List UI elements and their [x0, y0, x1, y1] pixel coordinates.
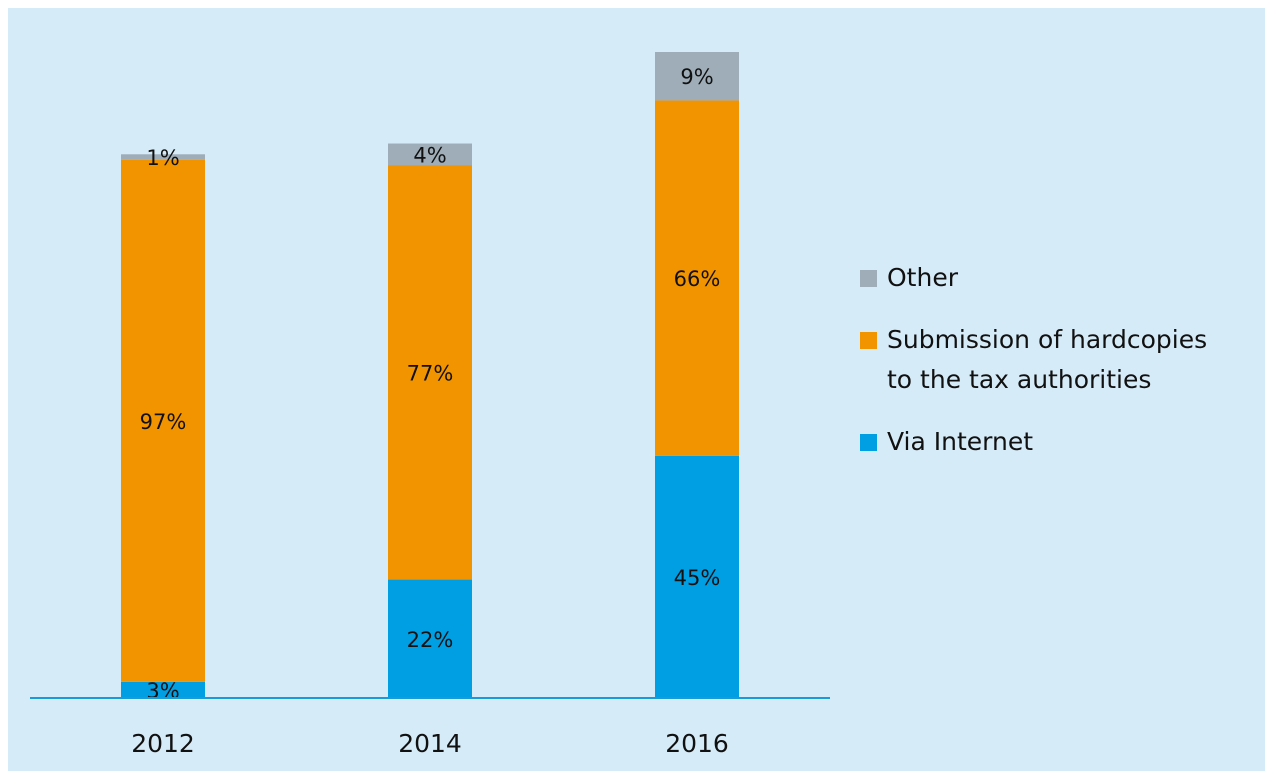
legend: Other Submission of hardcopies to the tax… [860, 258, 1240, 484]
x-tick-label: 2016 [665, 729, 729, 758]
bar-segment [655, 455, 739, 698]
data-label: 45% [674, 566, 721, 590]
x-tick-label: 2014 [398, 729, 462, 758]
bar-segment [388, 579, 472, 698]
bar-segment [388, 143, 472, 166]
bar-segment [121, 159, 205, 682]
data-label: 9% [680, 65, 713, 89]
data-label: 66% [674, 267, 721, 291]
chart: 3% 97% 1% 2012 22% 77% 4% 2014 45% 66% 9% 2016 [30, 52, 830, 758]
legend-swatch [860, 434, 877, 451]
x-tick-label: 2012 [131, 729, 195, 758]
legend-label: Submission of hardcopies to the tax auth… [887, 325, 1208, 394]
legend-swatch [860, 270, 877, 287]
legend-swatch [860, 332, 877, 349]
legend-label: Via Internet [887, 427, 1034, 456]
data-label: 97% [140, 410, 187, 434]
bar-segment [655, 52, 739, 101]
bar-segment [121, 681, 205, 698]
legend-item: Other [860, 258, 1240, 298]
data-label: 3% [146, 679, 179, 703]
data-label: 1% [146, 146, 179, 170]
chart-area: 3% 97% 1% 2012 22% 77% 4% 2014 45% 66% 9% 2016 Othe… [8, 8, 1265, 771]
bar-segment [121, 154, 205, 160]
bar-segment [655, 100, 739, 456]
legend-item: Via Internet [860, 422, 1240, 462]
data-label: 22% [407, 628, 454, 652]
data-label: 77% [407, 361, 454, 385]
legend-item: Submission of hardcopies to the tax auth… [860, 320, 1240, 400]
data-label: 4% [413, 143, 446, 167]
legend-label: Other [887, 263, 958, 292]
bar-segment [388, 165, 472, 580]
